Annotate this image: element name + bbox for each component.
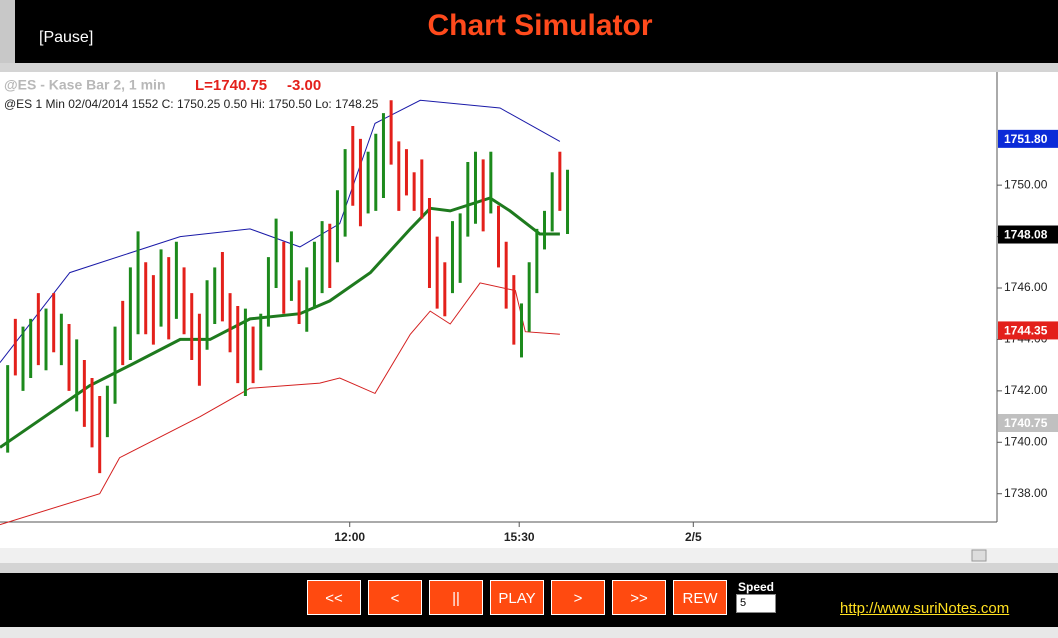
price-marker (998, 225, 1058, 244)
title-bar (0, 0, 1058, 63)
price-marker-label: 1748.08 (1004, 228, 1048, 242)
app-title: Chart Simulator (427, 9, 653, 42)
speed-label: Speed (738, 580, 775, 594)
x-tick-label: 12:00 (334, 530, 365, 544)
control-button[interactable]: << (307, 580, 361, 615)
indicator-line (0, 282, 560, 526)
x-tick-label: 2/5 (685, 530, 702, 544)
indicator-line (0, 99, 561, 363)
control-button[interactable]: || (429, 580, 483, 615)
y-tick-label: 1738.00 (1004, 486, 1048, 500)
separator (0, 63, 1058, 72)
change: -3.00 (287, 77, 321, 94)
speed-select[interactable]: 5 (736, 594, 776, 613)
chart-panel: @ES - Kase Bar 2, 1 min L=1740.75 -3.00 … (0, 63, 1058, 563)
last-price: L=1740.75 (195, 77, 267, 94)
control-button[interactable]: >> (612, 580, 666, 615)
plot: 1738.001740.001742.001744.001746.001748.… (0, 99, 1058, 544)
y-tick-label: 1750.00 (1004, 177, 1048, 191)
control-button[interactable]: PLAY (490, 580, 544, 615)
price-marker (998, 414, 1058, 432)
scroll-thumb[interactable] (971, 549, 987, 562)
x-axis (0, 522, 1058, 548)
price-marker-label: 1740.75 (1004, 416, 1048, 430)
y-tick-label: 1746.00 (1004, 280, 1048, 294)
side-strip (0, 0, 15, 63)
x-tick-label: 15:30 (504, 530, 535, 544)
scrollbar[interactable] (0, 548, 1058, 563)
y-tick-label: 1740.00 (1004, 434, 1048, 448)
price-marker-label: 1751.80 (1004, 132, 1048, 146)
indicator-line (0, 196, 560, 449)
price-marker (998, 321, 1058, 340)
control-button[interactable]: > (551, 580, 605, 615)
y-tick-label: 1742.00 (1004, 383, 1048, 397)
control-button[interactable]: < (368, 580, 422, 615)
chart-subtitle: @ES 1 Min 02/04/2014 1552 C: 1750.25 0.5… (4, 97, 379, 111)
status: [Pause] (39, 29, 94, 46)
link[interactable]: http://www.suriNotes.com (840, 600, 1010, 617)
control-button[interactable]: REW (673, 580, 727, 615)
chart-title: @ES - Kase Bar 2, 1 min (4, 77, 166, 93)
price-marker (998, 129, 1058, 148)
price-marker-label: 1744.35 (1004, 324, 1048, 338)
scrollbar[interactable] (0, 627, 1058, 638)
